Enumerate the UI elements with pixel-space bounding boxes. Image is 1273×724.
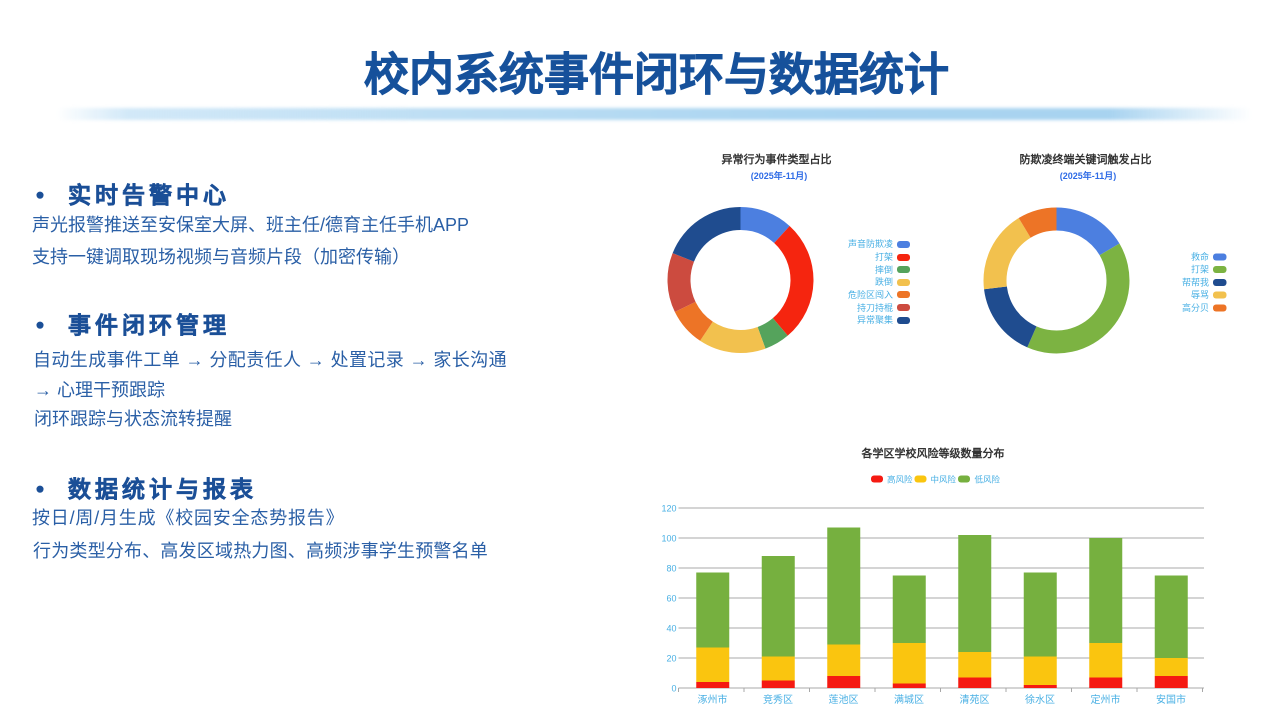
svg-text:高风险: 高风险 xyxy=(887,475,913,485)
svg-text:清苑区: 清苑区 xyxy=(960,693,990,706)
svg-text:60: 60 xyxy=(666,594,676,604)
svg-text:中风险: 中风险 xyxy=(931,475,957,485)
svg-text:120: 120 xyxy=(661,504,676,514)
svg-text:徐水区: 徐水区 xyxy=(1025,693,1055,706)
svg-text:各学区学校风险等级数量分布: 各学区学校风险等级数量分布 xyxy=(861,446,1005,460)
svg-text:低风险: 低风险 xyxy=(975,475,1001,485)
svg-text:打架: 打架 xyxy=(875,251,893,262)
svg-text:涿州市: 涿州市 xyxy=(698,693,728,706)
svg-text:40: 40 xyxy=(666,624,676,634)
svg-text:救命: 救命 xyxy=(1191,251,1209,262)
svg-text:持刀持棍: 持刀持棍 xyxy=(857,302,893,313)
svg-text:打架: 打架 xyxy=(1191,264,1209,275)
svg-text:满城区: 满城区 xyxy=(894,694,924,706)
svg-text:竞秀区: 竞秀区 xyxy=(763,693,793,706)
svg-text:安国市: 安国市 xyxy=(1156,693,1186,706)
svg-text:辱骂: 辱骂 xyxy=(1191,290,1209,300)
svg-text:定州市: 定州市 xyxy=(1091,693,1121,706)
svg-text:帮帮我: 帮帮我 xyxy=(1182,277,1209,288)
svg-text:(2025年-11月): (2025年-11月) xyxy=(1060,170,1117,181)
svg-text:异常聚集: 异常聚集 xyxy=(857,314,893,325)
svg-text:防欺凌终端关键词触发占比: 防欺凌终端关键词触发占比 xyxy=(1020,152,1152,166)
svg-text:20: 20 xyxy=(666,654,676,664)
svg-text:100: 100 xyxy=(661,534,676,544)
svg-text:声音防欺凌: 声音防欺凌 xyxy=(848,238,893,249)
svg-text:莲池区: 莲池区 xyxy=(829,693,859,706)
svg-text:(2025年-11月): (2025年-11月) xyxy=(751,170,808,181)
svg-text:高分贝: 高分贝 xyxy=(1182,302,1209,313)
svg-text:0: 0 xyxy=(671,684,676,694)
svg-text:异常行为事件类型占比: 异常行为事件类型占比 xyxy=(722,152,832,166)
svg-text:摔倒: 摔倒 xyxy=(875,264,893,275)
svg-text:80: 80 xyxy=(666,564,676,574)
svg-text:危险区闯入: 危险区闯入 xyxy=(848,289,893,300)
svg-text:跌倒: 跌倒 xyxy=(875,276,893,287)
